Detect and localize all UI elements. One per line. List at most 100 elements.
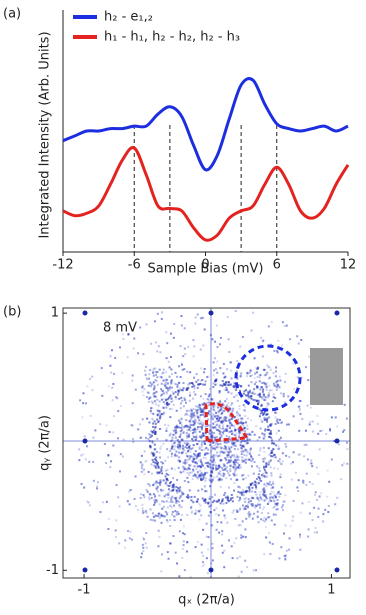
speckle [249,513,252,516]
speckle [249,451,252,454]
speckle [192,439,195,442]
speckle [166,398,169,401]
speckle [306,404,309,407]
speckle [184,445,187,448]
speckle [164,398,167,401]
speckle [127,529,130,532]
ring-speckle [151,440,154,443]
speckle [202,383,205,386]
ring-speckle [224,496,227,499]
speckle [240,536,243,539]
speckle [134,475,137,478]
speckle [218,432,221,435]
speckle [213,431,216,434]
ring-speckle [154,465,157,468]
speckle [278,438,281,441]
speckle [227,454,230,457]
speckle [261,397,264,400]
speckle [121,333,124,336]
speckle [132,440,135,443]
speckle [186,476,189,479]
speckle [190,471,193,474]
speckle [211,477,214,480]
speckle [265,485,268,488]
speckle [164,510,167,513]
speckle [182,405,185,408]
blue-highlight [234,344,302,412]
speckle [99,423,102,426]
ring-speckle [179,495,182,498]
speckle [228,418,231,421]
speckle [200,462,203,465]
speckle [208,387,211,390]
ring-speckle [224,381,227,384]
speckle [178,365,181,368]
ring-speckle [273,442,276,445]
speckle [227,539,230,542]
speckle [171,436,174,439]
speckle [270,487,273,490]
ring-speckle [228,384,231,387]
ring-speckle [158,471,161,474]
ring-speckle [269,424,272,427]
speckle [215,454,218,457]
ring-speckle [157,465,160,468]
ring-speckle [270,449,273,452]
speckle [164,403,167,406]
speckle [217,466,220,469]
speckle [205,447,208,450]
speckle [207,424,210,427]
speckle [85,402,88,405]
speckle [199,408,202,411]
speckle [256,375,259,378]
series-line [62,77,349,172]
speckle [310,462,313,465]
speckle [211,479,214,482]
speckle [159,447,162,450]
speckle [258,415,261,418]
speckle [239,507,242,510]
speckle [88,378,91,381]
speckle [230,424,233,427]
speckle [272,486,275,489]
speckle [208,478,211,481]
speckle [215,424,218,427]
speckle [244,406,247,409]
speckle [165,429,168,432]
speckle [205,557,208,560]
speckle [242,444,245,447]
speckle [270,483,273,486]
speckle [262,437,265,440]
speckle [233,489,236,492]
speckle [195,457,198,460]
speckle [199,452,202,455]
speckle [174,436,177,439]
speckle [214,340,217,343]
speckle [237,412,240,415]
speckle [254,490,257,493]
speckle [158,411,161,414]
speckle [209,410,212,413]
speckle [131,424,134,427]
speckle [177,443,180,446]
speckle [195,461,198,464]
ring-speckle [154,432,157,435]
speckle [230,478,233,481]
speckle [198,502,201,505]
speckle [158,494,161,497]
speckle [233,429,236,432]
speckle [197,378,200,381]
speckle [167,389,170,392]
speckle [204,393,207,396]
speckle [241,456,244,459]
speckle [223,473,226,476]
fft-image [63,308,350,578]
ring-speckle [153,429,156,432]
speckle [244,409,247,412]
speckle [145,377,148,380]
speckle [185,452,188,455]
speckle [268,389,271,392]
speckle [299,453,302,456]
speckle [186,446,189,449]
speckle [206,572,209,575]
